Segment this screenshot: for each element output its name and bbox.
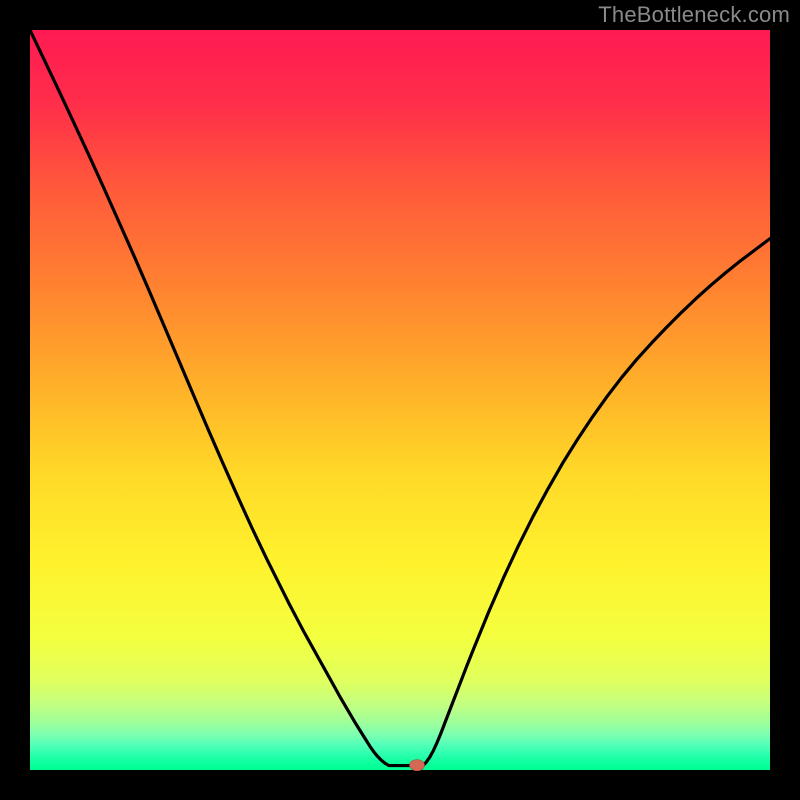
optimal-point-marker: [410, 760, 425, 771]
chart-container: TheBottleneck.com: [0, 0, 800, 800]
watermark-label: TheBottleneck.com: [598, 2, 790, 28]
plot-background: [30, 30, 770, 770]
bottleneck-chart: [0, 0, 800, 800]
